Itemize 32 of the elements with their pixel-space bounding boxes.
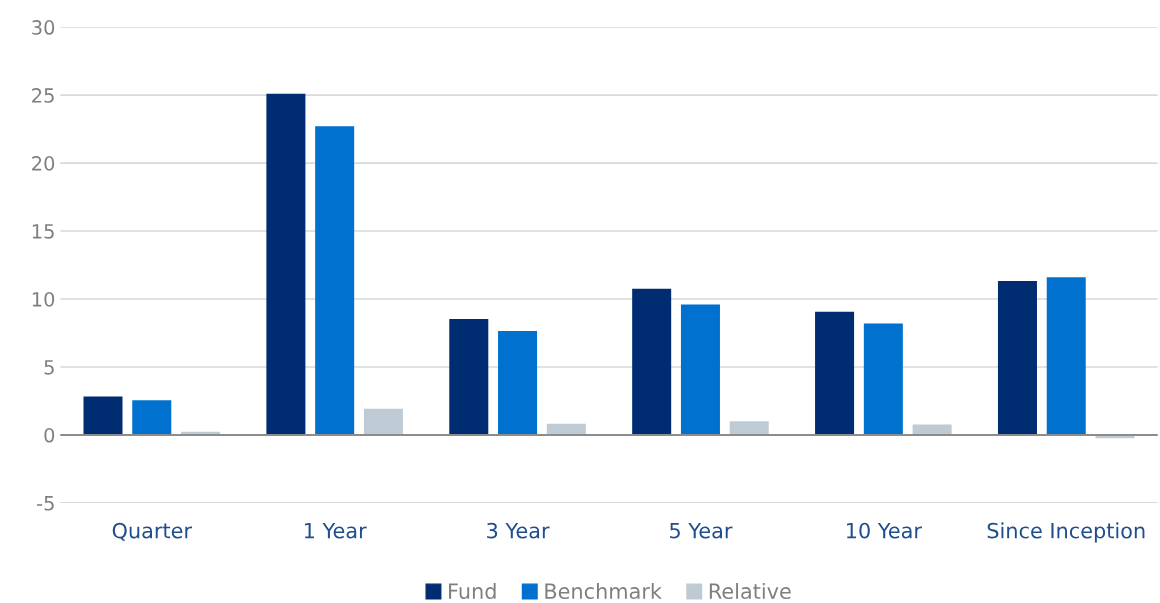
bar <box>266 93 306 435</box>
bar <box>632 288 672 435</box>
y-tick-label: 25 <box>32 88 54 103</box>
x-tick-label: 1 Year <box>304 522 367 539</box>
y-tick-label: 10 <box>32 291 55 307</box>
x-tick-label: 5 Year <box>670 522 733 539</box>
y-tick-label: 5 <box>44 360 54 375</box>
bar <box>498 331 538 435</box>
bar <box>997 280 1037 435</box>
legend-label: Fund <box>449 582 496 600</box>
y-tick-label: -5 <box>37 496 54 511</box>
y-tick-label: 30 <box>32 20 55 35</box>
legend-label: Benchmark <box>545 582 662 600</box>
bar <box>729 421 769 435</box>
y-tick-label: 20 <box>32 156 55 171</box>
x-tick-label: 10 Year <box>847 522 922 539</box>
y-tick-label: 0 <box>44 427 55 443</box>
bar <box>680 304 720 435</box>
legend-label: Relative <box>709 582 791 600</box>
x-tick-label: 3 Year <box>487 522 550 539</box>
bar <box>449 318 489 435</box>
x-tick-label: Since Inception <box>987 522 1145 543</box>
bar <box>363 408 403 435</box>
x-tick-label: Quarter <box>112 522 193 541</box>
bar <box>863 323 903 435</box>
bar <box>815 311 855 435</box>
bar <box>546 423 586 435</box>
bar <box>1046 277 1086 435</box>
y-tick-label: 15 <box>32 224 54 239</box>
bar <box>83 396 123 435</box>
bar <box>132 400 172 435</box>
bar <box>315 126 355 435</box>
